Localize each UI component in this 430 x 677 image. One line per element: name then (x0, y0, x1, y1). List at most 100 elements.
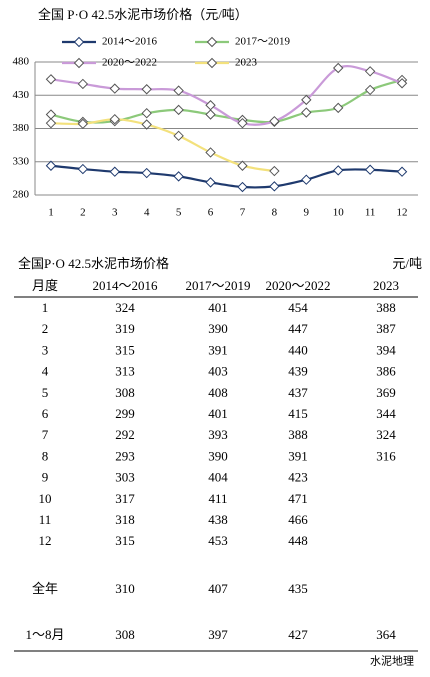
marker (77, 78, 89, 90)
table-cell: 404 (208, 470, 228, 485)
marker (237, 160, 248, 171)
marker (205, 147, 216, 158)
table-cell: 386 (376, 364, 396, 379)
table-cell: 394 (376, 342, 396, 357)
row-label: 3 (42, 342, 49, 357)
row-label: 12 (39, 533, 52, 548)
legend-marker (73, 36, 85, 48)
marker (77, 118, 89, 130)
table-cell: 407 (208, 581, 228, 596)
table-cell: 437 (288, 385, 308, 400)
table-cell: 439 (288, 364, 308, 379)
marker (77, 163, 89, 175)
marker (173, 171, 184, 182)
marker (301, 94, 312, 106)
table-cell: 319 (115, 321, 135, 336)
table-cell: 387 (376, 321, 396, 336)
table-cell: 364 (376, 627, 396, 642)
table-cell: 448 (288, 533, 308, 548)
marker (141, 107, 152, 119)
legend-label: 2020～2022 (102, 57, 157, 69)
marker (45, 160, 57, 171)
table-cell: 403 (208, 364, 228, 379)
legend-marker (206, 36, 218, 48)
watermark: 水泥地理 (370, 655, 414, 668)
y-tick-label: 330 (13, 155, 30, 167)
table-cell: 388 (288, 427, 308, 442)
table-cell: 324 (115, 300, 135, 315)
table-cell: 415 (288, 406, 308, 421)
table-cell: 292 (115, 427, 135, 442)
table-cell: 369 (376, 385, 396, 400)
marker (269, 165, 280, 177)
marker (333, 165, 344, 176)
table-cell: 447 (288, 321, 308, 336)
table-cell: 317 (115, 491, 135, 506)
legend-label: 2023 (235, 57, 258, 69)
table-cell: 435 (288, 581, 308, 596)
x-tick-label: 1 (48, 207, 54, 219)
table-cell: 401 (208, 406, 228, 421)
marker (237, 117, 248, 129)
table-header: 2020～2022 (265, 278, 330, 293)
row-label: 2 (42, 321, 49, 336)
table-cell: 423 (288, 470, 308, 485)
table-cell: 453 (208, 533, 228, 548)
marker (173, 85, 184, 96)
x-tick-label: 4 (144, 207, 150, 219)
legend-label: 2014～2016 (102, 36, 157, 48)
marker (333, 102, 344, 114)
marker (269, 181, 280, 192)
marker (269, 115, 280, 127)
table-cell: 427 (288, 627, 308, 642)
series-line (50, 164, 403, 189)
marker (205, 109, 216, 120)
x-tick-label: 9 (304, 207, 310, 219)
table-title: 全国P·O 42.5水泥市场价格 (18, 256, 169, 271)
table-header: 月度 (32, 278, 58, 293)
table-cell: 393 (208, 427, 228, 442)
table-unit: 元/吨 (392, 256, 422, 271)
table-cell: 440 (288, 342, 308, 357)
marker (301, 174, 312, 185)
table-cell: 408 (208, 385, 228, 400)
marker (109, 113, 120, 125)
marker (364, 164, 376, 175)
marker (173, 130, 184, 142)
x-tick-label: 11 (365, 207, 376, 219)
marker (141, 84, 152, 95)
marker (333, 62, 344, 74)
table-cell: 388 (376, 300, 396, 315)
table-cell: 411 (208, 491, 227, 506)
marker (205, 100, 216, 111)
table-header: 2023 (373, 278, 399, 293)
marker (364, 66, 376, 77)
y-tick-label: 480 (13, 56, 30, 68)
x-tick-label: 6 (208, 207, 214, 219)
table-cell: 318 (115, 512, 135, 527)
marker (45, 117, 57, 129)
y-tick-label: 430 (13, 89, 30, 101)
x-tick-label: 7 (240, 207, 246, 219)
legend-label: 2017～2019 (235, 36, 290, 48)
table-cell: 390 (208, 321, 228, 336)
row-label: 11 (39, 512, 52, 527)
marker (109, 166, 120, 177)
table-cell: 401 (208, 300, 228, 315)
table-cell: 324 (376, 427, 396, 442)
row-label: 7 (42, 427, 49, 442)
table-cell: 471 (288, 491, 308, 506)
table-cell: 299 (115, 406, 135, 421)
row-label: 1 (42, 300, 49, 315)
row-label: 5 (42, 385, 49, 400)
marker (173, 104, 184, 116)
table-cell: 310 (115, 581, 135, 596)
table-cell: 390 (208, 448, 228, 463)
marker (396, 166, 408, 177)
marker (205, 177, 216, 188)
row-label: 8 (42, 448, 49, 463)
table-header: 2017～2019 (185, 278, 250, 293)
row-label: 4 (42, 364, 49, 379)
marker (301, 107, 312, 118)
